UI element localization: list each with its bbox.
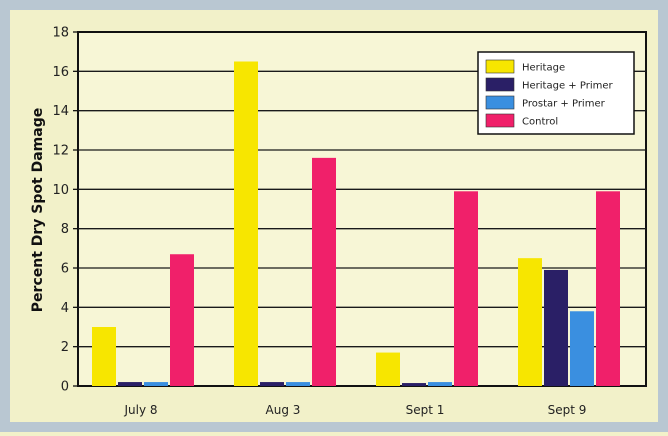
legend-label: Control: [522, 117, 558, 128]
y-tick-label: 12: [52, 144, 69, 159]
y-tick-label: 18: [52, 26, 69, 41]
legend: Heritage Heritage + Primer Prostar + Prime…: [477, 51, 635, 135]
bar: [118, 382, 142, 386]
bars-layer: [92, 61, 620, 386]
y-tick-label: 2: [61, 340, 69, 355]
y-axis-label: Percent Dry Spot Damage: [30, 108, 46, 312]
legend-label: Heritage + Primer: [522, 81, 613, 92]
bar: [286, 382, 310, 386]
bar: [234, 61, 258, 386]
y-tick-labels: 0 2 4 6 8 10 12 14 16 18: [52, 26, 69, 395]
legend-swatch: [485, 59, 515, 74]
bar: [570, 311, 594, 386]
bar: [544, 269, 568, 386]
y-tick-label: 0: [61, 380, 69, 395]
legend-items: Heritage Heritage + Primer Prostar + Prime…: [485, 59, 613, 128]
bar: [170, 254, 194, 386]
y-tick-label: 14: [52, 104, 69, 119]
bar: [454, 191, 478, 386]
legend-label: Prostar + Primer: [522, 99, 606, 110]
bar: [312, 157, 336, 386]
x-category-label: Aug 3: [266, 403, 301, 417]
x-category-labels: July 8 Aug 3 Sept 1 Sept 9: [123, 403, 586, 417]
bar: [402, 383, 426, 386]
y-tick-label: 6: [61, 262, 69, 277]
bar: [596, 191, 620, 386]
bar: [92, 327, 116, 386]
y-tick-label: 16: [52, 65, 69, 80]
bar: [260, 382, 284, 386]
bar: [376, 352, 400, 386]
legend-swatch: [485, 95, 515, 110]
y-tick-label: 8: [61, 222, 69, 237]
legend-label: Heritage: [522, 63, 565, 74]
x-category-label: Sept 9: [548, 403, 587, 417]
y-tick-label: 4: [61, 301, 69, 316]
y-tick-label: 10: [52, 183, 69, 198]
x-category-label: July 8: [123, 403, 157, 417]
legend-swatch: [485, 77, 515, 92]
legend-swatch: [485, 113, 515, 128]
x-category-label: Sept 1: [406, 403, 445, 417]
bar: [144, 382, 168, 386]
bar: [518, 258, 542, 386]
bar: [428, 382, 452, 386]
